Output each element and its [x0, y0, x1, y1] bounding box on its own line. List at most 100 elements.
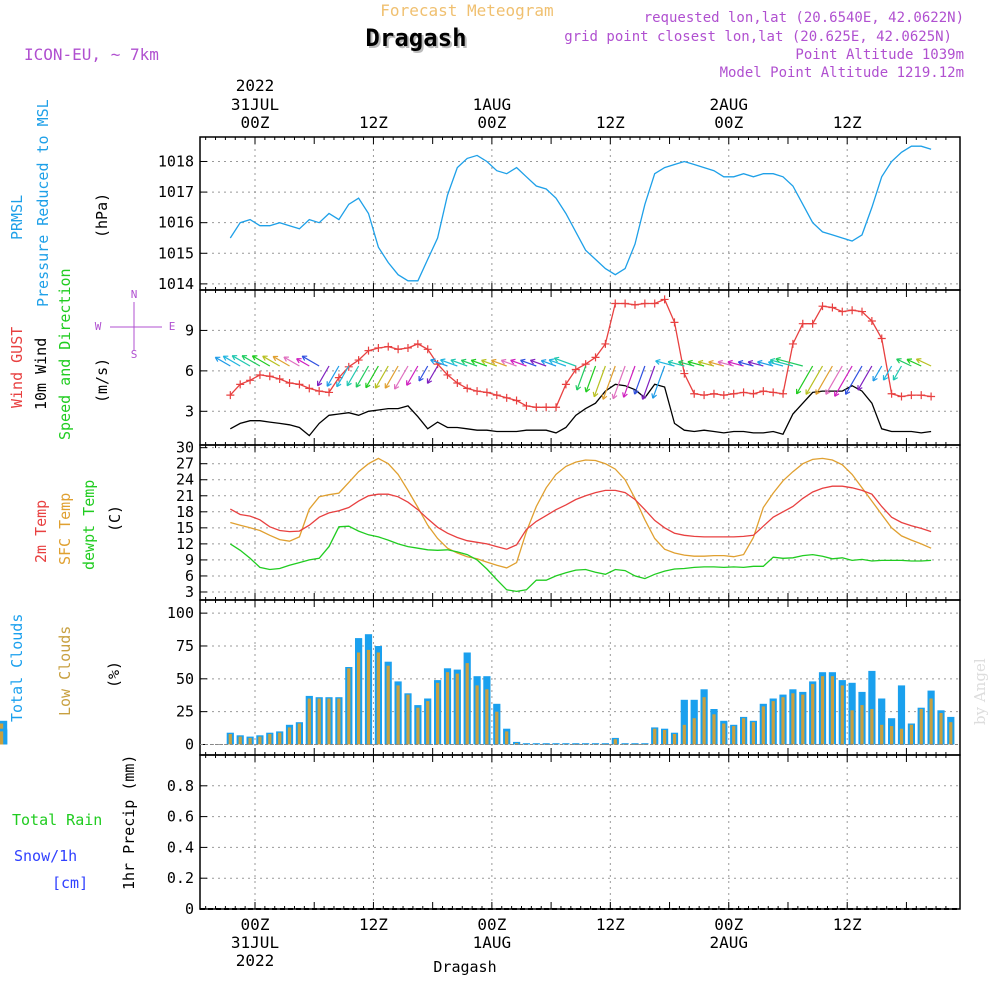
wind-direction-arrow: [326, 365, 340, 387]
wind-direction-arrow: [805, 365, 824, 395]
gust-marker: [690, 389, 699, 398]
low-cloud-bar: [228, 734, 232, 745]
bottom-location-label: Dragash: [433, 958, 496, 976]
wind-arrow-head: [374, 383, 381, 389]
point-altitude: Point Altitude 1039m: [795, 47, 964, 63]
panel-frame: [199, 754, 961, 910]
wind-direction-arrow: [346, 365, 360, 387]
low-cloud-bar: [248, 737, 252, 745]
wind-direction-arrow: [857, 365, 873, 391]
low-cloud-bar: [278, 732, 282, 745]
gust-label: Wind GUST: [8, 327, 26, 408]
total-cloud-bar: [522, 743, 530, 745]
gust-marker: [295, 380, 304, 389]
wind-arrow-head: [222, 355, 229, 361]
gust-marker: [512, 396, 521, 405]
wind-direction-arrow: [470, 359, 488, 367]
gust-marker: [719, 391, 728, 400]
wind-arrow-head: [708, 360, 714, 366]
wind-arrow-head: [611, 393, 618, 400]
wind-arrow-head: [641, 394, 647, 400]
wind-arrow-head: [346, 380, 352, 387]
total-cloud-bar: [572, 743, 580, 745]
gust-marker: [838, 307, 847, 316]
wind-arrow-head: [301, 355, 308, 361]
y-tick-label: 1015: [158, 244, 194, 262]
wind-direction-arrow: [882, 365, 893, 381]
gust-marker: [670, 318, 679, 327]
low-cloud-bar: [692, 718, 696, 745]
gust-marker: [552, 403, 561, 412]
wind-arrow-head: [737, 360, 744, 366]
low-cloud-bar: [268, 734, 272, 745]
low-cloud-bar: [643, 744, 647, 745]
wind-direction-arrow: [426, 365, 439, 384]
wind-direction-arrow: [272, 355, 290, 367]
y-tick-label: 6: [185, 567, 194, 585]
wind-direction-arrow: [461, 359, 478, 367]
wind-direction-arrow: [430, 359, 448, 367]
low-cloud-bar: [949, 722, 953, 745]
precip-labels: Total Rain Snow/1h [cm] 1hr Precip (mm): [12, 755, 138, 892]
low-cloud-bar: [426, 701, 430, 745]
total-cloud-bar: [680, 699, 688, 745]
wind-arrow-head: [262, 355, 268, 361]
gust-marker: [542, 403, 551, 412]
wind-direction-arrow: [214, 356, 231, 367]
wind-direction-arrow: [450, 359, 468, 367]
wind-direction-arrow: [652, 365, 666, 399]
low-cloud-bar: [751, 722, 755, 745]
gust-marker: [561, 380, 570, 389]
wind-arrow-head: [872, 376, 878, 382]
y-tick-label: 27: [176, 455, 194, 473]
sfc-label: SFC Temp: [56, 493, 74, 565]
bottom-hour-label: 00Z: [477, 915, 506, 934]
wind-arrow-head: [529, 358, 536, 365]
wind-direction-arrow: [440, 359, 458, 367]
gust-marker: [384, 342, 393, 351]
wind-direction-arrow: [355, 365, 370, 388]
wind-direction-arrow: [501, 359, 517, 367]
wind-arrow-head: [769, 358, 776, 364]
gust-marker: [788, 339, 797, 348]
wind-arrow-head: [775, 356, 781, 363]
wind-arrow-head: [575, 385, 582, 391]
rain-label: Total Rain: [12, 811, 102, 829]
low-cloud-bar: [357, 652, 361, 745]
top-year-label: 2022: [236, 76, 275, 95]
top-hour-label: 00Z: [477, 113, 506, 132]
low-cloud-bar: [396, 685, 400, 745]
wind-direction-arrow: [825, 365, 843, 395]
grid-point-coords: grid point closest lon,lat (20.625E, 42.…: [564, 29, 952, 45]
total-cloud-bar: [582, 743, 590, 745]
gust-marker: [867, 317, 876, 325]
gust-marker: [354, 356, 363, 365]
wind-direction-arrow: [916, 358, 932, 367]
wind-arrow-head: [283, 356, 289, 362]
y-tick-label: 12: [176, 535, 194, 553]
wind-direction-arrow: [241, 355, 261, 367]
wind-arrow-head: [678, 359, 684, 366]
prmsl-label: PRMSL: [8, 195, 26, 240]
wind-arrow-head: [622, 392, 628, 398]
low-cloud-bar: [327, 698, 331, 745]
low-cloud-bar: [386, 665, 390, 745]
y-tick-label: 30: [176, 439, 194, 457]
gust-marker: [887, 389, 896, 398]
wind10-line: [229, 383, 932, 437]
wind-arrow-head: [796, 388, 802, 395]
total-cloud-bar: [532, 743, 540, 745]
gust-marker: [364, 346, 373, 355]
wind-arrow-head: [655, 359, 661, 365]
wind-direction-arrow: [815, 365, 833, 395]
wind-arrow-head: [241, 355, 248, 361]
low-cloud-bar: [722, 723, 726, 745]
low-cloud-bar: [870, 709, 874, 745]
wind-arrow-head: [406, 380, 412, 386]
y-tick-label: 6: [185, 362, 194, 380]
wind10-label: 10m Wind: [32, 338, 50, 410]
bottom-year-label: 2022: [236, 951, 275, 970]
gust-marker: [374, 343, 383, 352]
sfc-temp-line: [230, 457, 932, 569]
low-cloud-bar: [771, 701, 775, 745]
